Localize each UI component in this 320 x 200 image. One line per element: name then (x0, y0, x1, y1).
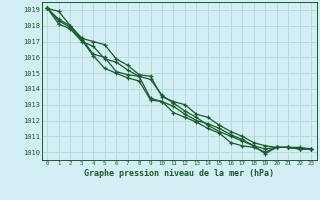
X-axis label: Graphe pression niveau de la mer (hPa): Graphe pression niveau de la mer (hPa) (84, 169, 274, 178)
